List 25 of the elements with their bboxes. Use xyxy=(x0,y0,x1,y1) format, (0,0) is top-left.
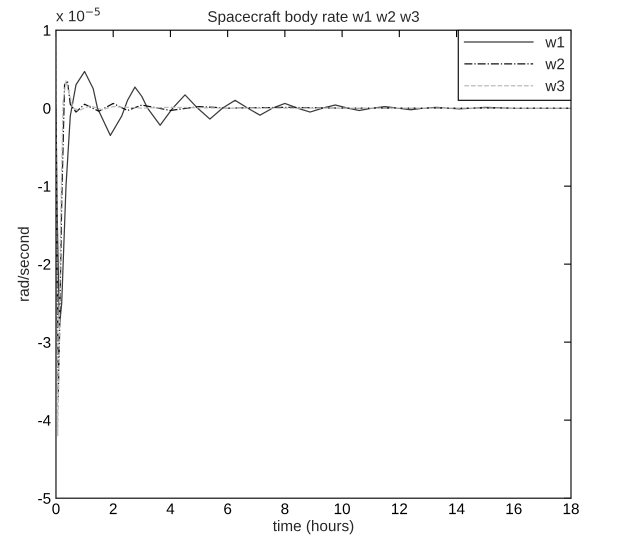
x-tick-label: 0 xyxy=(52,503,60,514)
x-tick-label: 6 xyxy=(224,503,232,514)
y-tick-label: -2 xyxy=(38,259,50,270)
chart-title: Spacecraft body rate w1 w2 w3 xyxy=(208,10,419,25)
x-tick-label: 8 xyxy=(281,503,288,514)
text: x 10$^{−5}$ xyxy=(56,8,100,22)
legend-label: w2 xyxy=(545,58,564,70)
x-tick-label: 18 xyxy=(564,503,579,514)
x-axis-title: time (hours) xyxy=(272,520,354,534)
y-tick-label: -5 xyxy=(38,493,50,504)
x-tick-label: 10 xyxy=(334,503,350,514)
y-tick-label: 1 xyxy=(44,25,50,36)
legend-label: w3 xyxy=(545,80,564,92)
legend-label: w1 xyxy=(545,36,564,48)
x-tick-label: 14 xyxy=(449,504,465,514)
x-tick-label: 2 xyxy=(110,503,117,514)
y-tick-label: -3 xyxy=(38,337,50,348)
y-tick-label: -1 xyxy=(38,181,50,192)
y-tick-label: -4 xyxy=(38,415,51,426)
y-axis-title: rad/second xyxy=(18,227,29,301)
x-tick-label: 16 xyxy=(506,503,522,514)
line-series xyxy=(56,80,571,398)
y-tick-label: 0 xyxy=(43,103,51,114)
x-tick-label: 4 xyxy=(166,504,174,514)
x-tick-label: 12 xyxy=(392,503,408,514)
